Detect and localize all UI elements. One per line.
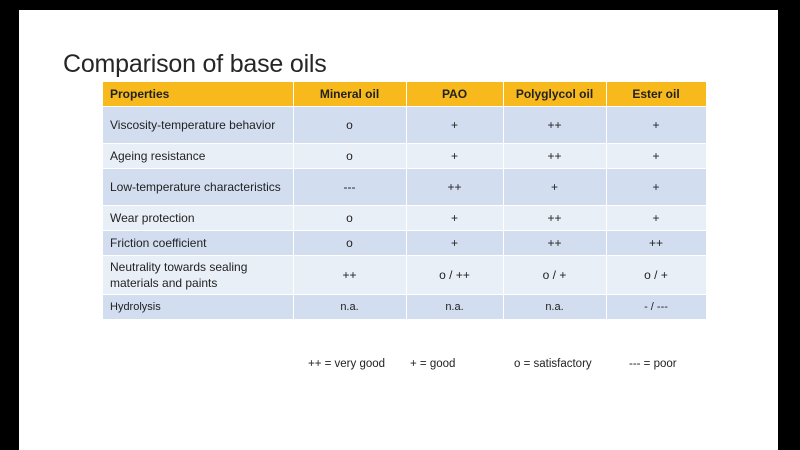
rating-cell: + [606,143,707,169]
comparison-table: Properties Mineral oil PAO Polyglycol oi… [103,82,707,319]
rating-cell: n.a. [406,294,504,319]
property-cell: Wear protection [103,205,294,231]
legend-satisfactory: o = satisfactory [514,358,592,370]
rating-cell: --- [293,168,407,206]
rating-cell: o / ++ [406,255,504,295]
legend-good: + = good [410,358,456,370]
header-properties: Properties [103,82,294,107]
property-cell: Ageing resistance [103,143,294,169]
header-ester-oil: Ester oil [606,82,707,107]
rating-cell: + [606,106,707,144]
rating-cell: ++ [503,143,607,169]
property-cell: Friction coefficient [103,230,294,256]
header-mineral-oil: Mineral oil [293,82,407,107]
table-header-row: Properties Mineral oil PAO Polyglycol oi… [103,82,707,107]
rating-cell: + [406,106,504,144]
table-row: Ageing resistance o + ++ + [103,143,707,169]
table-row: Hydrolysis n.a. n.a. n.a. - / --- [103,294,707,319]
header-polyglycol-oil: Polyglycol oil [503,82,607,107]
rating-cell: o / + [606,255,707,295]
property-cell: Viscosity-temperature behavior [103,106,294,144]
header-pao: PAO [406,82,504,107]
rating-cell: + [606,168,707,206]
table-row: Low-temperature characteristics --- ++ +… [103,168,707,206]
rating-cell: ++ [503,106,607,144]
rating-cell: n.a. [503,294,607,319]
rating-cell: o [293,106,407,144]
slide-title: Comparison of base oils [63,50,327,78]
rating-cell: o / + [503,255,607,295]
rating-cell: ++ [406,168,504,206]
rating-cell: n.a. [293,294,407,319]
rating-cell: ++ [293,255,407,295]
rating-cell: + [406,205,504,231]
rating-cell: + [503,168,607,206]
rating-cell: ++ [606,230,707,256]
rating-cell: ++ [503,230,607,256]
table-row: Viscosity-temperature behavior o + ++ + [103,106,707,144]
legend-poor: --- = poor [629,358,677,370]
legend-very-good: ++ = very good [308,358,386,370]
rating-cell: + [606,205,707,231]
rating-cell: - / --- [606,294,707,319]
rating-cell: + [406,143,504,169]
rating-cell: o [293,230,407,256]
rating-cell: ++ [503,205,607,231]
property-cell: Hydrolysis [103,294,294,319]
table-row: Friction coefficient o + ++ ++ [103,230,707,256]
rating-cell: + [406,230,504,256]
property-cell: Neutrality towards sealing materials and… [103,255,294,295]
rating-cell: o [293,143,407,169]
property-cell: Low-temperature characteristics [103,168,294,206]
rating-cell: o [293,205,407,231]
table-row: Neutrality towards sealing materials and… [103,255,707,295]
table-row: Wear protection o + ++ + [103,205,707,231]
